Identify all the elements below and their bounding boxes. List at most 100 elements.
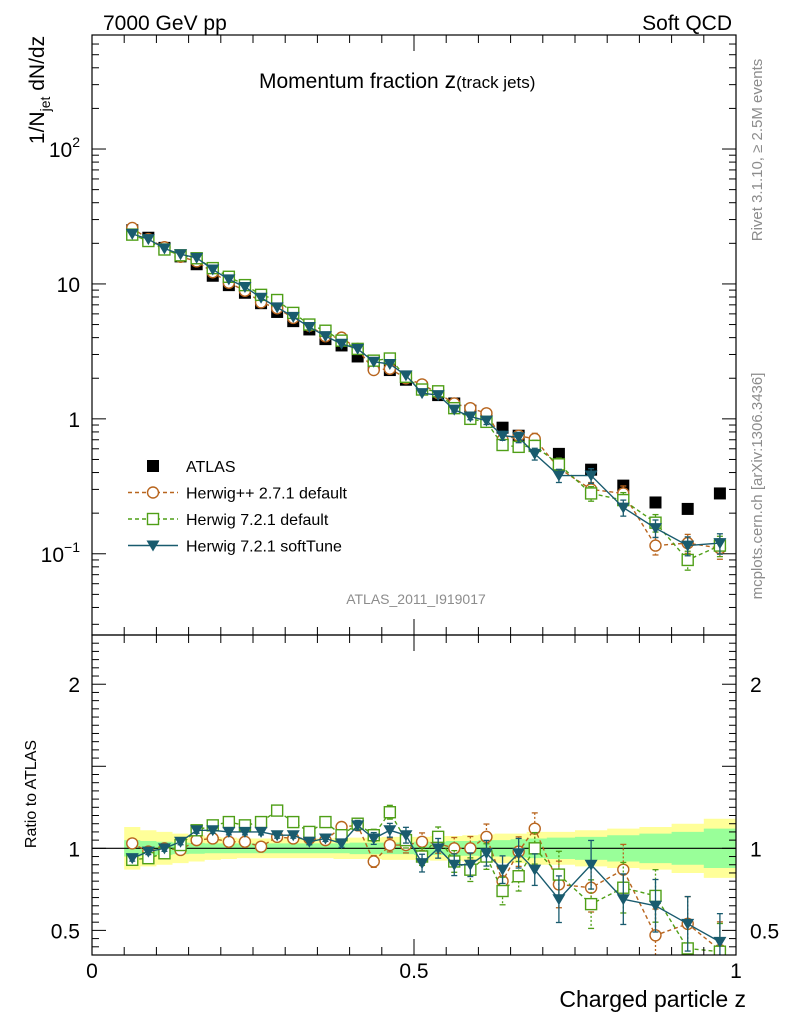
rivet-side-label: Rivet 3.1.10, ≥ 2.5M events: [749, 59, 766, 242]
ratio-y-tick-label-right: 1: [750, 838, 762, 861]
ratio-data-point: [222, 826, 236, 838]
main-y-tick-label: 10: [57, 274, 80, 297]
ratio-data-point: [584, 897, 598, 911]
data-point: [125, 228, 139, 240]
ratio-data-point: [318, 833, 332, 845]
main-y-tick-label: 10−1: [41, 539, 81, 567]
data-point: [713, 538, 727, 550]
x-axis-label: Charged particle z: [559, 986, 746, 1012]
data-point: [649, 539, 662, 552]
ratio-data-point: [270, 804, 284, 817]
ratio-data-point: [222, 815, 236, 829]
main-y-tick-label: 1: [68, 409, 80, 432]
ratio-data-point: [415, 835, 429, 848]
main-axis-ticks: [91, 34, 737, 635]
ratio-data-point: [399, 830, 413, 842]
ratio-data-point: [447, 859, 461, 871]
ratio-data-point: [649, 900, 662, 912]
x-tick-labels: 0 0.5 1: [86, 960, 742, 983]
data-point: [351, 343, 365, 355]
ratio-data-point: [713, 936, 727, 948]
data-point: [383, 359, 397, 371]
ratio-data-point: [431, 843, 445, 855]
data-point: [447, 404, 461, 416]
ratio-data-point: [254, 840, 268, 853]
ratio-data-point: [463, 859, 477, 871]
data-point: [190, 252, 204, 264]
data-point: [399, 370, 413, 382]
data-point: [649, 496, 662, 509]
ratio-data-point: [616, 894, 630, 906]
ratio-panel-frame: [91, 634, 737, 956]
ratio-data-point: [206, 825, 220, 837]
ratio-y-axis-label: Ratio to ATLAS: [23, 740, 40, 848]
data-point: [528, 448, 542, 460]
ratio-data-point: [286, 830, 300, 842]
data-point: [496, 430, 510, 442]
data-point: [367, 356, 381, 368]
data-point: [318, 331, 332, 343]
ratio-y-tick-label-left: 0.5: [51, 920, 80, 943]
ratio-data-point: [335, 838, 349, 850]
data-point: [174, 249, 188, 261]
main-y-tick-labels: 10−1 1 10 102: [41, 134, 81, 567]
mcplots-side-label: mcplots.cern.ch [arXiv:1306.3436]: [749, 373, 766, 600]
legend-marker: [146, 486, 160, 499]
data-point: [584, 470, 598, 482]
data-point: [616, 502, 630, 514]
ratio-data-point: [383, 825, 397, 837]
ratio-y-tick-label-right: 2: [750, 674, 762, 697]
ratio-data-point: [287, 815, 300, 829]
data-point: [496, 421, 509, 434]
legend-marker: [146, 540, 160, 552]
header-right-label: Soft QCD: [642, 12, 732, 35]
data-point: [552, 470, 566, 482]
ratio-data-point: [512, 870, 525, 883]
main-y-axis-label: 1/Njet dN/dz: [26, 36, 53, 144]
data-point: [335, 338, 349, 350]
x-tick-label: 0.5: [399, 960, 428, 983]
data-point: [584, 487, 598, 500]
data-point: [681, 502, 694, 515]
legend: ATLAS Herwig++ 2.7.1 default Herwig 7.2.1 …: [128, 459, 348, 556]
ratio-data-point: [190, 825, 204, 837]
data-point: [157, 243, 171, 255]
data-point: [431, 390, 445, 402]
data-point: [302, 321, 316, 333]
ratio-data-point: [496, 864, 510, 876]
data-point: [415, 388, 429, 400]
data-point: [512, 432, 526, 444]
main-panel: 10−1 1 10 102 1/Njet dN/dz Momentum fractio…: [26, 34, 737, 636]
ratio-data-point: [174, 836, 188, 848]
legend-label: Herwig++ 2.7.1 default: [186, 486, 348, 503]
ratio-data-point: [303, 825, 316, 839]
ratio-data-point: [512, 848, 526, 860]
data-point: [141, 234, 155, 246]
ratio-data-point: [141, 846, 155, 858]
ratio-data-point: [254, 826, 268, 838]
data-point: [270, 302, 284, 314]
ratio-data-point: [125, 853, 139, 865]
ratio-series-herwig-7-2-1-softtune: [125, 819, 727, 955]
legend-marker: [146, 512, 160, 526]
ratio-data-point: [479, 848, 493, 860]
ratio-y-tick-label-right: 0.5: [750, 920, 779, 943]
series-herwig-7-2-1-softtune: [125, 228, 727, 557]
analysis-label: ATLAS_2011_I919017: [346, 591, 486, 607]
legend-label: Herwig 7.2.1 default: [186, 512, 329, 529]
ratio-data-point: [238, 826, 252, 838]
data-point: [238, 281, 252, 293]
ratio-data-point: [319, 815, 332, 829]
ratio-data-point: [528, 842, 541, 855]
ratio-data-point: [254, 815, 268, 829]
data-point: [286, 311, 300, 323]
data-point: [206, 264, 220, 276]
x-tick-label: 0: [86, 960, 98, 983]
main-chart-title: Momentum fraction z(track jets): [259, 67, 535, 93]
ratio-data-point: [415, 858, 429, 870]
data-point: [713, 487, 726, 500]
ratio-data-point: [464, 842, 477, 855]
data-point: [681, 540, 695, 552]
ratio-data-point: [383, 806, 397, 819]
